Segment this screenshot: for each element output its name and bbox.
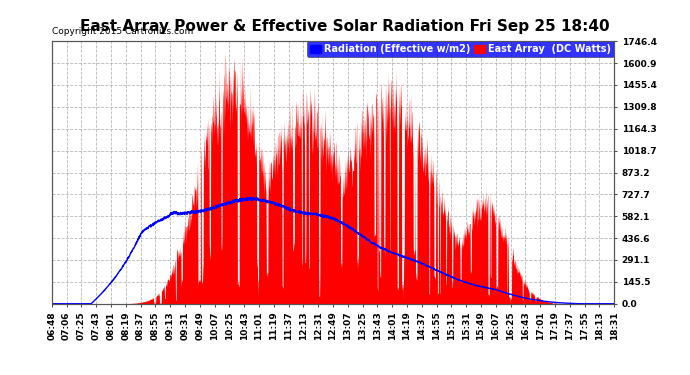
Text: Copyright 2015 Cartronics.com: Copyright 2015 Cartronics.com [52, 27, 193, 36]
Text: East Array Power & Effective Solar Radiation Fri Sep 25 18:40: East Array Power & Effective Solar Radia… [80, 19, 610, 34]
Legend: Radiation (Effective w/m2), East Array  (DC Watts): Radiation (Effective w/m2), East Array (… [307, 41, 614, 57]
